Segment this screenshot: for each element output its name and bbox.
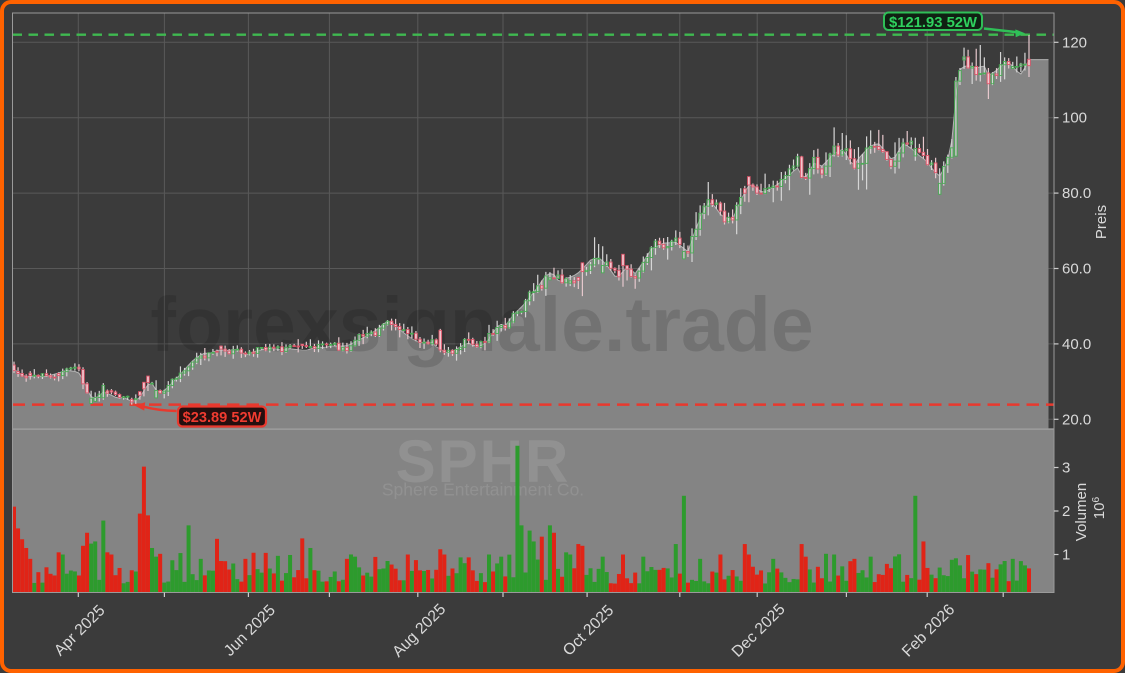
svg-text:120: 120 [1062, 34, 1087, 51]
svg-text:SPHR: SPHR [396, 428, 571, 495]
svg-text:80.0: 80.0 [1062, 185, 1091, 202]
svg-text:forexsignale.trade: forexsignale.trade [150, 282, 813, 368]
svg-text:60.0: 60.0 [1062, 261, 1091, 278]
svg-text:Sphere Entertainment Co.: Sphere Entertainment Co. [382, 480, 584, 500]
svg-text:2: 2 [1062, 503, 1070, 520]
svg-text:Preis: Preis [1093, 205, 1110, 239]
svg-text:$23.89 52W: $23.89 52W [183, 410, 262, 426]
svg-text:$121.93 52W: $121.93 52W [889, 15, 977, 31]
svg-text:40.0: 40.0 [1062, 336, 1091, 353]
svg-text:20.0: 20.0 [1062, 411, 1091, 428]
svg-text:100: 100 [1062, 110, 1087, 127]
svg-text:1: 1 [1062, 547, 1070, 564]
svg-text:Volumen: Volumen [1073, 483, 1090, 541]
svg-text:3: 3 [1062, 460, 1070, 477]
